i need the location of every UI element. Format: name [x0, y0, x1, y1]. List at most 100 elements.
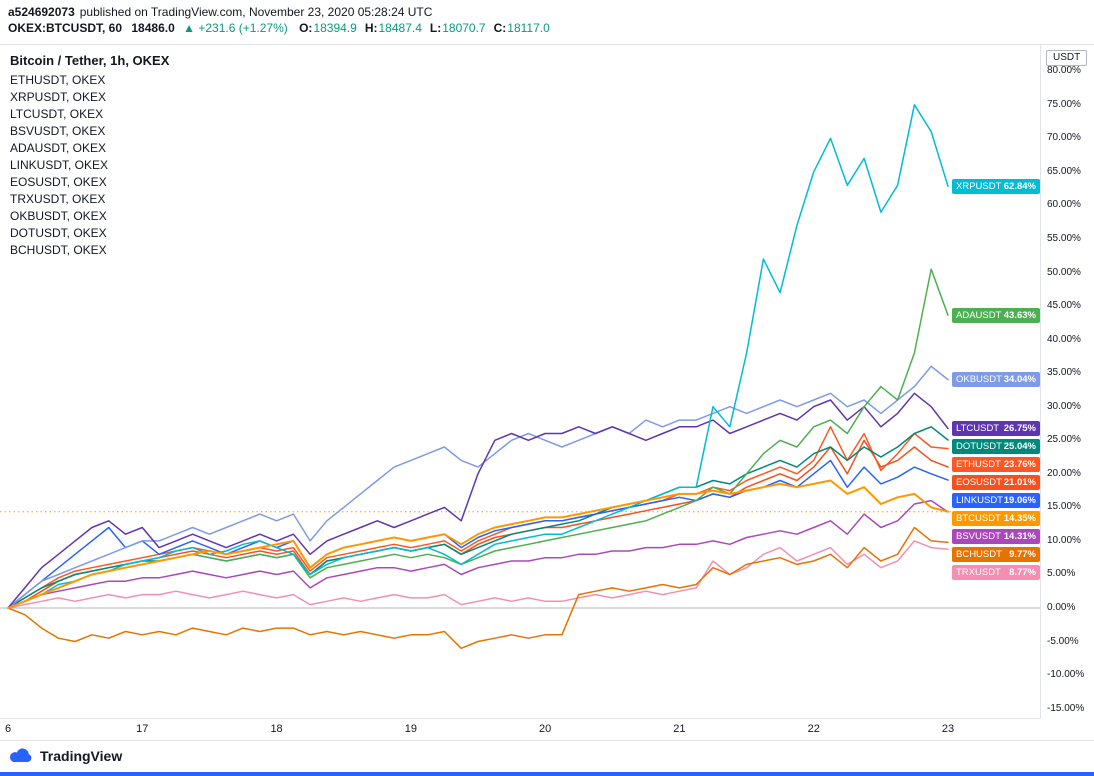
legend-symbol[interactable]: TRXUSDT, OKEX: [10, 192, 106, 206]
ohlc-values: O:18394.9 H:18487.4 L:18070.7 C:18117.0: [291, 21, 550, 35]
series-line-ethusdt[interactable]: [7, 426, 949, 609]
price-label-xrpusdt[interactable]: XRPUSDT 62.84%: [952, 178, 1040, 194]
x-tick-label: 18: [270, 723, 283, 735]
y-tick-label: 65.00%: [1047, 165, 1081, 177]
series-line-dotusdt[interactable]: [7, 426, 949, 609]
price-label-symbol: BTCUSDT: [956, 513, 1001, 524]
series-line-eosusdt[interactable]: [7, 439, 949, 609]
y-tick-label: 15.00%: [1047, 501, 1081, 513]
price-label-symbol: BSVUSDT: [956, 531, 1001, 542]
tradingview-brand: TradingView: [40, 748, 123, 764]
price-label-btcusdt[interactable]: BTCUSDT 14.35%: [952, 511, 1040, 526]
ohlc-label: L:: [429, 21, 442, 35]
price-label-value: 14.31%: [1003, 531, 1036, 542]
chart-id: a524692073: [8, 5, 75, 19]
price-label-value: 26.75%: [1003, 423, 1036, 434]
y-tick-label: 5.00%: [1047, 568, 1076, 580]
legend-symbol[interactable]: BCHUSDT, OKEX: [10, 243, 107, 257]
price-label-bsvusdt[interactable]: BSVUSDT 14.31%: [952, 529, 1040, 544]
ohlc-value: 18117.0: [507, 21, 550, 35]
price-label-okbusdt[interactable]: OKBUSDT 34.04%: [952, 372, 1040, 388]
price-label-symbol: TRXUSDT: [956, 567, 1001, 578]
price-label-value: 19.06%: [1003, 495, 1036, 506]
series-line-bchusdt[interactable]: [7, 526, 949, 650]
price-label-trxusdt[interactable]: TRXUSDT 8.77%: [952, 565, 1040, 580]
price-label-linkusdt[interactable]: LINKUSDT 19.06%: [952, 493, 1040, 508]
series-line-linkusdt[interactable]: [7, 459, 949, 609]
y-tick-label: 0.00%: [1047, 602, 1076, 613]
legend-symbol[interactable]: LTCUSDT, OKEX: [10, 107, 104, 121]
tradingview-cloud-icon: [9, 748, 32, 762]
chart-canvas[interactable]: [0, 45, 1040, 719]
series-line-xrpusdt[interactable]: [7, 104, 949, 609]
y-tick-label: 25.00%: [1047, 434, 1081, 446]
x-tick-label: 20: [539, 723, 552, 735]
y-tick-label: 75.00%: [1047, 98, 1081, 110]
price-label-symbol: EOSUSDT: [956, 477, 1002, 488]
x-axis[interactable]: 6 17 18 19 20 21 22 23: [0, 718, 1094, 741]
y-tick-label: 70.00%: [1047, 132, 1081, 144]
price-label-symbol: ADAUSDT: [956, 309, 1002, 321]
price-label-symbol: BCHUSDT: [956, 549, 1002, 560]
price-label-value: 62.84%: [1003, 180, 1036, 192]
change-value: +231.6 (+1.27%): [198, 21, 288, 35]
legend-symbols: ETHUSDT, OKEX XRPUSDT, OKEX LTCUSDT, OKEX B…: [10, 72, 169, 259]
series-line-btcusdt[interactable]: [7, 479, 949, 609]
y-tick-label: 35.00%: [1047, 367, 1081, 379]
y-tick-label: 50.00%: [1047, 266, 1081, 278]
series-line-bsvusdt[interactable]: [7, 499, 949, 609]
price-label-dotusdt[interactable]: DOTUSDT 25.04%: [952, 439, 1040, 454]
y-tick-label: 80.00%: [1047, 65, 1081, 77]
y-tick-label: 60.00%: [1047, 199, 1081, 211]
x-tick-label: 23: [941, 723, 955, 735]
legend-symbol[interactable]: EOSUSDT, OKEX: [10, 175, 107, 189]
chart-title[interactable]: Bitcoin / Tether, 1h, OKEX: [10, 53, 170, 68]
legend-symbol[interactable]: OKBUSDT, OKEX: [10, 209, 107, 223]
price-label-value: 14.35%: [1003, 513, 1036, 524]
y-tick-label: 55.00%: [1047, 232, 1081, 244]
tradingview-logo[interactable]: TradingView: [8, 747, 122, 765]
price-label-ltcusdt[interactable]: LTCUSDT 26.75%: [952, 421, 1040, 436]
x-tick-label: 22: [807, 723, 820, 735]
y-tick-label: -10.00%: [1047, 669, 1085, 681]
y-tick-label: 45.00%: [1047, 300, 1081, 312]
y-tick-label: -5.00%: [1047, 635, 1079, 647]
y-axis[interactable]: USDT 80.00% 75.00% 70.00% 65.00% 60.00% 55.00…: [1040, 45, 1094, 719]
y-tick-label: -15.00%: [1047, 702, 1085, 714]
x-tick-label: 17: [136, 723, 149, 735]
series-line-ltcusdt[interactable]: [7, 392, 949, 609]
legend-symbol[interactable]: ETHUSDT, OKEX: [10, 73, 106, 87]
ohlc-value: 18394.9: [313, 21, 357, 35]
x-tick-label: 19: [404, 723, 417, 735]
price-label-symbol: LTCUSDT: [956, 423, 1000, 434]
y-tick-label: 10.00%: [1047, 534, 1081, 546]
ohlc-value: 18487.4: [378, 21, 422, 35]
legend-symbol[interactable]: DOTUSDT, OKEX: [10, 226, 107, 240]
bottom-blue-bar: [0, 772, 1094, 776]
price-label-bchusdt[interactable]: BCHUSDT 9.77%: [952, 547, 1040, 562]
price-label-symbol: XRPUSDT: [956, 180, 1002, 192]
price-label-ethusdt[interactable]: ETHUSDT 23.76%: [952, 457, 1040, 472]
legend-symbol[interactable]: LINKUSDT, OKEX: [10, 158, 109, 172]
price-label-value: 25.04%: [1003, 441, 1036, 452]
chart-area[interactable]: Bitcoin / Tether, 1h, OKEX ETHUSDT, OKEX…: [0, 44, 1094, 719]
ohlc-label: H:: [364, 21, 378, 35]
up-arrow-icon: ▲: [183, 21, 195, 35]
series-line-trxusdt[interactable]: [7, 540, 949, 609]
price-label-symbol: LINKUSDT: [956, 495, 1003, 506]
ohlc-value: 18070.7: [442, 21, 486, 35]
legend-symbol[interactable]: XRPUSDT, OKEX: [10, 90, 107, 104]
price-label-adausdt[interactable]: ADAUSDT 43.63%: [952, 307, 1040, 323]
price-label-value: 43.63%: [1003, 309, 1036, 321]
legend-symbol[interactable]: BSVUSDT, OKEX: [10, 124, 106, 138]
y-tick-label: 20.00%: [1047, 467, 1081, 479]
legend-symbol[interactable]: ADAUSDT, OKEX: [10, 141, 107, 155]
series-line-okbusdt[interactable]: [7, 365, 949, 609]
price-label-eosusdt[interactable]: EOSUSDT 21.01%: [952, 475, 1040, 490]
price-label-value: 9.77%: [1009, 549, 1036, 560]
price-label-value: 8.77%: [1009, 567, 1036, 578]
ohlc-label: C:: [493, 21, 507, 35]
price-label-value: 34.04%: [1003, 374, 1036, 386]
currency-label[interactable]: USDT: [1046, 50, 1088, 66]
